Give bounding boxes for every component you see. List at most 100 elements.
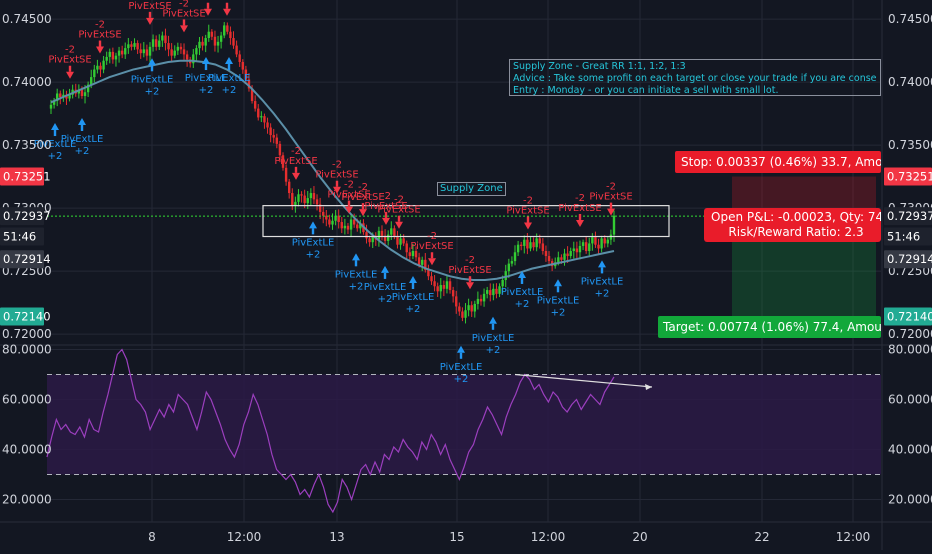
risk-reward-line: Risk/Reward Ratio: 2.3	[728, 225, 864, 239]
long-signal-name: PivExtLE	[364, 282, 407, 293]
short-signal-arrow	[146, 17, 154, 25]
long-signal-arrow	[381, 265, 389, 273]
time-tick-label: 15	[449, 530, 464, 544]
candle-body	[343, 225, 347, 229]
candle-body	[325, 215, 328, 220]
candle-body	[235, 45, 238, 55]
candle-body	[359, 223, 362, 229]
supply-zone-label: Supply Zone	[437, 182, 506, 196]
time-tick-label: 12:00	[836, 530, 871, 544]
long-signal-arrow	[202, 57, 210, 65]
candle-body	[498, 286, 501, 294]
short-signal-name: PivExtSE	[558, 203, 601, 214]
candle-body	[455, 296, 458, 307]
candle-body	[501, 279, 504, 287]
price-badge-left	[0, 307, 44, 326]
candle-body	[365, 232, 368, 239]
candle-body	[210, 31, 214, 37]
time-tick-label: 13	[329, 530, 344, 544]
time-tick-label: 20	[632, 530, 647, 544]
candle-body	[575, 248, 579, 253]
short-signal-name: PivExtSE	[315, 170, 358, 181]
candle-body	[253, 101, 257, 109]
candle-body	[609, 234, 613, 240]
candle-body	[485, 290, 489, 294]
price-badge-right	[884, 167, 932, 186]
price-tick-label-left: 0.74000	[2, 75, 52, 89]
short-signal-stem	[335, 180, 339, 187]
candle-body	[504, 271, 507, 280]
candle-body	[99, 65, 102, 70]
info-line-3: Entry : Monday - or you can initiate a s…	[513, 85, 779, 96]
short-signal-size: -2	[523, 195, 533, 206]
candle-body	[96, 65, 99, 70]
price-badge-left	[0, 167, 44, 186]
candle-body	[588, 243, 591, 252]
short-signal-name: PivExtSE	[205, 0, 248, 3]
long-signal-stem	[80, 124, 84, 131]
long-signal-name: PivExtLE	[131, 74, 174, 85]
price-tick-label-left: 0.72000	[2, 327, 52, 341]
long-signal-stem	[227, 64, 231, 71]
long-signal-stem	[150, 65, 154, 72]
long-signal-arrow	[51, 123, 59, 131]
short-signal-arrow	[333, 186, 341, 194]
candle-body	[390, 228, 393, 235]
candle-body	[349, 219, 353, 230]
candle-body	[421, 259, 424, 265]
short-signal-name: PivExtSE	[341, 192, 384, 203]
candle-body	[371, 235, 374, 243]
short-signal-arrow	[359, 209, 367, 217]
candle-body	[306, 198, 309, 204]
candle-body	[591, 237, 594, 244]
target-label[interactable]: Target: 0.00774 (1.06%) 77.4, Amou	[658, 316, 881, 338]
candle-body	[433, 281, 436, 287]
candle-body	[464, 310, 467, 318]
candle-body	[154, 39, 158, 47]
candle-body	[269, 127, 272, 136]
candle-body	[603, 238, 606, 244]
rsi-tick-label-left: 40.0000	[2, 443, 52, 457]
info-line-1: Supply Zone - Great RR 1:1, 1:2, 1:3	[513, 61, 686, 72]
rsi-pane	[46, 348, 881, 514]
candle-body	[204, 38, 207, 46]
price-badge-left	[0, 250, 44, 269]
candle-body	[90, 77, 93, 85]
candle-body	[337, 215, 340, 223]
candle-body	[448, 281, 452, 291]
candle-body	[315, 199, 319, 205]
short-signal-arrow	[204, 8, 212, 16]
short-signal-arrow	[524, 222, 532, 230]
price-badge-label-right: 0.73251	[887, 170, 932, 184]
long-signal-stem	[600, 267, 604, 274]
open-pnl-label[interactable]: Open P&L: -0.00023, Qty: 74 Risk/Reward …	[704, 208, 881, 242]
candle-body	[526, 239, 529, 249]
candle-body	[114, 55, 118, 60]
price-badge-label-left: 0.72914	[3, 252, 51, 266]
price-badge-label-right: 51:46	[887, 230, 920, 244]
candle-body	[436, 286, 439, 292]
candle-body	[195, 48, 198, 55]
long-signal-arrow	[309, 221, 317, 229]
long-signal-size: +2	[595, 288, 610, 299]
long-signal-arrow	[457, 345, 465, 353]
stop-label[interactable]: Stop: 0.00337 (0.46%) 33.7, Amou	[675, 151, 881, 173]
short-signal-size: -2	[332, 160, 342, 171]
candle-body	[260, 116, 263, 118]
candle-body	[445, 281, 449, 289]
candle-body	[238, 54, 241, 62]
long-signal-name: PivExtLE	[34, 139, 77, 150]
candle-body	[563, 253, 566, 260]
short-signal-size: -2	[427, 231, 437, 242]
long-signal-stem	[311, 228, 315, 235]
candle-body	[136, 43, 139, 50]
candle-body	[578, 245, 582, 253]
candle-body	[257, 108, 260, 118]
candle-body	[393, 228, 396, 236]
candle-body	[495, 288, 498, 294]
long-signal-name: PivExtLE	[472, 333, 515, 344]
long-signal-arrow	[352, 253, 360, 261]
axes: 8 12:00 13 15 12:00 20 22 12:00 0.74500 0.74500 0.…	[0, 12, 932, 544]
